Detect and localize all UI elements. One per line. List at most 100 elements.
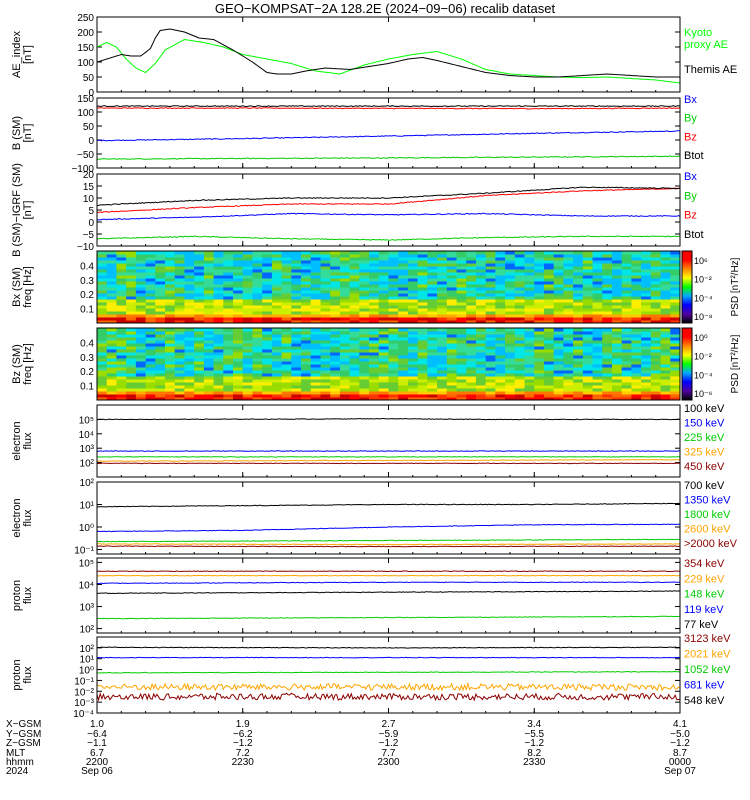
spectrogram-cell xyxy=(407,293,419,297)
spectrogram-cell xyxy=(553,340,564,344)
spectrogram-cell xyxy=(534,376,545,380)
spectrogram-cell xyxy=(369,391,380,395)
spectrogram-cell xyxy=(660,388,671,392)
spectrogram-cell xyxy=(514,373,526,377)
spectrogram-cell xyxy=(145,391,156,395)
spectrogram-cell xyxy=(349,346,360,350)
spectrogram-cell xyxy=(466,376,477,380)
spectrogram-cell xyxy=(427,337,438,341)
spectrogram-cell xyxy=(466,308,477,312)
spectrogram-cell xyxy=(165,391,176,395)
x-axis-row-label: hhmm xyxy=(6,757,34,768)
spectrogram-cell xyxy=(553,334,564,338)
spectrogram-cell xyxy=(485,299,496,303)
spectrogram-cell xyxy=(252,346,263,350)
spectrogram-cell xyxy=(650,391,662,395)
spectrogram-cell xyxy=(446,352,458,356)
spectrogram-cell xyxy=(174,287,185,291)
spectrogram-cell xyxy=(514,308,526,312)
spectrogram-cell xyxy=(301,382,312,386)
spectrogram-cell xyxy=(660,340,671,344)
spectrogram-cell xyxy=(291,352,302,356)
spectrogram-cell xyxy=(271,343,283,347)
spectrogram-cell xyxy=(174,263,185,267)
spectrogram-cell xyxy=(534,260,545,264)
spectrogram-cell xyxy=(437,317,448,321)
spectrogram-cell xyxy=(262,385,273,389)
spectrogram-cell xyxy=(369,293,380,297)
spectrogram-cell xyxy=(563,358,574,362)
spectrogram-cell xyxy=(543,308,555,312)
spectrogram-cell xyxy=(582,260,594,264)
spectrogram-cell xyxy=(203,263,215,267)
spectrogram-cell xyxy=(378,343,389,347)
spectrogram-cell xyxy=(524,391,535,395)
spectrogram-cell xyxy=(320,367,331,371)
spectrogram-cell xyxy=(475,251,487,255)
spectrogram-cell xyxy=(262,263,273,267)
spectrogram-cell xyxy=(223,260,234,264)
x-axis-tick-label: 2300 xyxy=(377,757,400,768)
spectrogram-cell xyxy=(301,305,312,309)
spectrogram-cell xyxy=(194,376,205,380)
spectrogram-cell xyxy=(155,352,166,356)
spectrogram-cell xyxy=(485,361,496,365)
spectrogram-cell xyxy=(359,296,370,300)
spectrogram-cell xyxy=(631,263,642,267)
spectrogram-cell xyxy=(466,355,477,359)
spectrogram-cell xyxy=(310,320,321,324)
spectrogram-cell xyxy=(475,314,487,318)
spectrogram-cell xyxy=(641,263,652,267)
spectrogram-cell xyxy=(320,314,331,318)
spectrogram-cell xyxy=(252,388,263,392)
spectrogram-cell xyxy=(602,317,613,321)
spectrogram-cell xyxy=(563,385,574,389)
spectrogram-cell xyxy=(602,281,613,285)
spectrogram-cell xyxy=(349,391,360,395)
spectrogram-cell xyxy=(194,305,205,309)
spectrogram-cell xyxy=(475,364,487,368)
spectrogram-cell xyxy=(291,257,302,261)
spectrogram-cell xyxy=(524,284,535,288)
y-tick-label: 0 xyxy=(88,136,94,147)
y-axis-label: Bx (SM)freq [Hz] xyxy=(11,266,34,308)
spectrogram-cell xyxy=(184,263,195,267)
spectrogram-cell xyxy=(271,397,283,401)
spectrogram-cell xyxy=(398,370,409,374)
spectrogram-cell xyxy=(417,296,428,300)
spectrogram-cell xyxy=(563,305,574,309)
spectrogram-cell xyxy=(456,349,467,353)
spectrogram-cell xyxy=(563,382,574,386)
spectrogram-cell xyxy=(174,281,185,285)
spectrogram-cell xyxy=(310,367,321,371)
spectrogram-cell xyxy=(611,281,623,285)
spectrogram-cell xyxy=(388,305,399,309)
spectrogram-cell xyxy=(252,391,263,395)
spectrogram-cell xyxy=(203,320,215,324)
spectrogram-cell xyxy=(534,290,545,294)
spectrogram-cell xyxy=(485,355,496,359)
spectrogram-cell xyxy=(223,352,234,356)
spectrogram-cell xyxy=(563,361,574,365)
panel-phi: protonflux10⁻⁴10⁻³10⁻²10⁻¹10⁰10¹10²3123 … xyxy=(11,633,731,720)
spectrogram-cell xyxy=(106,337,117,341)
spectrogram-cell xyxy=(495,376,506,380)
spectrogram-cell xyxy=(281,361,292,365)
spectrogram-cell xyxy=(437,311,448,315)
spectrogram-cell xyxy=(592,251,603,255)
spectrogram-cell xyxy=(252,284,263,288)
spectrogram-cell xyxy=(417,334,428,338)
spectrogram-cell xyxy=(475,269,487,273)
spectrogram-cell xyxy=(534,367,545,371)
spectrogram-cell xyxy=(349,299,360,303)
spectrogram-cell xyxy=(563,349,574,353)
spectrogram-cell xyxy=(106,343,117,347)
spectrogram-cell xyxy=(330,373,341,377)
spectrogram-cell xyxy=(602,370,613,374)
spectrogram-cell xyxy=(650,269,662,273)
spectrogram-cell xyxy=(281,278,292,282)
spectrogram-cell xyxy=(213,290,224,294)
spectrogram-cell xyxy=(437,305,448,309)
spectrogram-cell xyxy=(446,376,458,380)
spectrogram-cell xyxy=(106,394,117,398)
